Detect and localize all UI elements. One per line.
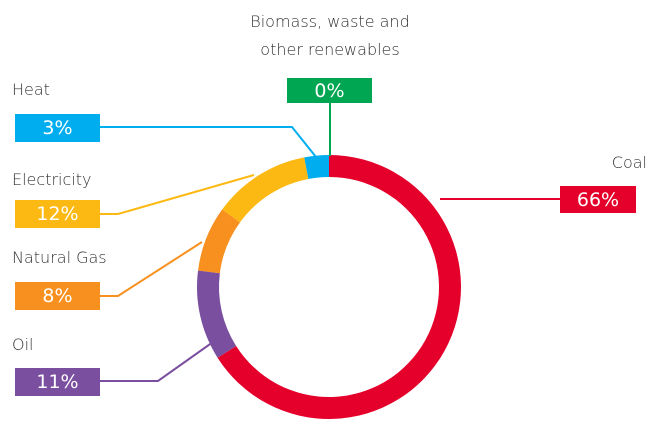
- donut-segment: [198, 209, 241, 274]
- leader-line: [100, 174, 255, 215]
- donut-segment: [304, 155, 329, 179]
- value-label: 11%: [15, 368, 100, 396]
- value-label: 0%: [287, 78, 372, 103]
- category-label: Heat: [12, 80, 50, 99]
- leader-line: [100, 126, 317, 158]
- value-label: 66%: [560, 186, 636, 213]
- leader-line: [100, 241, 203, 297]
- donut-segment: [197, 270, 237, 358]
- category-label: Electricity: [12, 170, 92, 189]
- category-label: Oil: [12, 335, 34, 354]
- value-label: 3%: [15, 114, 100, 142]
- category-label: Coal: [611, 153, 647, 172]
- donut-segment: [222, 157, 309, 223]
- category-label: Biomass, waste and other renewables: [250, 12, 410, 59]
- leader-line: [100, 341, 214, 382]
- category-label: Natural Gas: [12, 248, 107, 267]
- value-label: 8%: [15, 282, 100, 310]
- value-label: 12%: [15, 200, 100, 228]
